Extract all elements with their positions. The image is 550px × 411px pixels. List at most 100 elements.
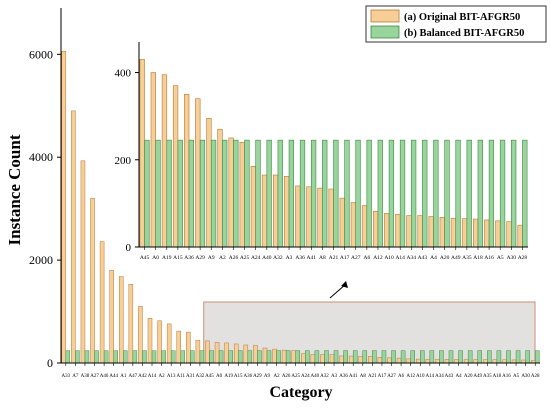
bar-original: [205, 340, 210, 364]
inset-bar-balanced: [444, 139, 450, 248]
x-tick-label: A21: [368, 374, 377, 379]
x-tick-label: A28: [531, 374, 540, 379]
bar-balanced: [506, 350, 511, 364]
inset-x-tick-label: A24: [251, 255, 261, 261]
x-tick-label: A17: [378, 374, 387, 379]
bar-balanced: [247, 350, 253, 364]
bar-original: [463, 359, 469, 364]
x-tick-label: A5: [513, 374, 520, 379]
bar-original: [262, 347, 268, 364]
inset-bar-balanced: [511, 139, 517, 248]
legend: (a) Original BIT-AFGR50 (b) Balanced BIT-…: [365, 5, 547, 43]
bar-balanced: [372, 350, 377, 364]
inset-x-tick-label: A35: [462, 255, 472, 261]
bar-original: [368, 356, 373, 364]
bar-original: [195, 340, 201, 364]
bar-original: [128, 284, 134, 364]
x-tick-label: A16: [502, 374, 511, 379]
inset-bar-original: [161, 74, 168, 248]
x-tick-label: A9: [264, 374, 271, 379]
bar-balanced: [84, 350, 90, 364]
bar-original: [61, 50, 67, 364]
bar-balanced: [314, 350, 320, 364]
inset-bar-balanced: [388, 139, 395, 248]
x-tick-label: A8: [360, 374, 367, 379]
inset-x-tick-label: A14: [395, 255, 405, 261]
inset-bar-original: [473, 218, 479, 248]
y-tick-label: 6000: [29, 47, 53, 61]
bar-original: [387, 357, 392, 364]
inset-x-tick-label: A40: [262, 255, 272, 261]
bar-balanced: [285, 350, 291, 364]
bar-original: [118, 276, 124, 364]
bar-balanced: [228, 350, 233, 364]
bar-original: [109, 270, 114, 364]
inset-x-tick-label: A34: [407, 255, 417, 261]
inset-bar-balanced: [433, 139, 439, 248]
bar-original: [214, 342, 220, 364]
x-tick-label: A18: [493, 374, 502, 379]
bar-original: [377, 357, 383, 364]
inset-bar-original: [261, 174, 268, 248]
bar-balanced: [496, 350, 502, 364]
inset-bar-balanced: [266, 139, 272, 248]
bar-original: [406, 358, 411, 364]
bar-original: [233, 343, 239, 364]
inset-bar-balanced: [410, 139, 417, 248]
inset-x-tick-label: A15: [173, 255, 183, 261]
inset-bar-original: [184, 94, 190, 248]
x-tick-label: A15: [234, 374, 243, 379]
inset-bar-balanced: [477, 139, 483, 248]
inset-y-tick-label: 0: [126, 242, 132, 254]
bar-original: [301, 353, 306, 364]
inset-y-tick-label: 200: [115, 155, 132, 167]
bar-balanced: [161, 350, 166, 364]
inset-bar-balanced: [166, 139, 172, 248]
bar-balanced: [170, 350, 176, 364]
x-tick-label: A27: [90, 374, 99, 379]
inset-x-tick-label: A28: [518, 255, 528, 261]
bar-balanced: [429, 350, 435, 364]
inset-bar-original: [339, 197, 345, 248]
inset-bar-original: [428, 216, 434, 248]
inset-bar-balanced: [399, 139, 406, 248]
x-tick-label: A33: [61, 374, 70, 379]
bar-original: [272, 348, 277, 364]
bar-balanced: [458, 350, 463, 364]
x-tick-label: A0: [216, 374, 223, 379]
bar-original: [435, 359, 440, 364]
inset-x-tick-label: A30: [507, 255, 517, 261]
x-tick-label: A29: [253, 374, 262, 379]
x-tick-label: A6: [398, 374, 405, 379]
bar-original: [396, 357, 402, 364]
inset-bar-original: [395, 213, 401, 248]
bar-original: [483, 359, 488, 364]
inset-x-tick-label: A18: [473, 255, 483, 261]
inset-x-tick-label: A21: [329, 255, 339, 261]
bar-original: [329, 354, 335, 364]
inset-x-tick-label: A41: [307, 255, 317, 261]
inset-bar-original: [361, 205, 368, 248]
bar-original: [444, 359, 450, 364]
inset-bar-original: [495, 220, 501, 248]
x-tick-label: A13: [167, 374, 176, 379]
bar-balanced: [400, 350, 406, 364]
inset-bar-balanced: [499, 139, 506, 248]
bar-balanced: [477, 350, 483, 364]
inset-bar-balanced: [255, 139, 261, 248]
bar-balanced: [142, 350, 147, 364]
y-axis-title: Instance Count: [5, 134, 24, 245]
bar-balanced: [381, 350, 387, 364]
bar-balanced: [324, 350, 329, 364]
bar-original: [157, 320, 162, 364]
x-tick-label: A46: [100, 374, 109, 379]
x-tick-label: A36: [243, 374, 252, 379]
bar-balanced: [448, 350, 454, 364]
x-tick-label: A45: [205, 374, 214, 379]
x-tick-label: A26: [282, 374, 291, 379]
inset-x-tick-label: A45: [140, 255, 150, 261]
inset-bar-balanced: [377, 139, 383, 248]
inset-x-tick-label: A36: [184, 255, 194, 261]
inset-bar-original: [239, 142, 245, 248]
inset-bar-balanced: [522, 139, 528, 248]
